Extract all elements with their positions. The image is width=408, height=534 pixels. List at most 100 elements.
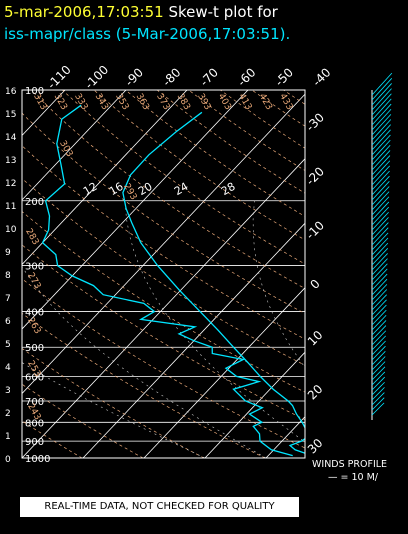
top-temp-label: -110 (45, 63, 74, 92)
chart-subtitle: iss-mapr/class (5-Mar-2006,17:03:51). (4, 25, 291, 43)
moist-adiabat (124, 200, 305, 443)
right-temp-label: 0 (308, 277, 323, 292)
wind-barb (371, 165, 390, 186)
wind-barb (371, 340, 386, 356)
wind-barb (371, 93, 392, 116)
pressure-tick-label: 900 (25, 437, 44, 448)
wind-barb (371, 242, 389, 261)
winds-profile-label: WINDS PROFILE (312, 459, 388, 470)
wind-barb (371, 114, 392, 136)
height-tick-label: 7 (5, 294, 11, 304)
wind-barb (371, 392, 385, 406)
adiabat-label: 263 (25, 316, 42, 336)
adiabat-label: 273 (25, 271, 42, 291)
right-temp-label: 20 (305, 382, 326, 403)
wind-barb (371, 381, 385, 396)
height-tick-label: 15 (5, 110, 16, 120)
pressure-tick-label: 300 (25, 262, 44, 273)
wind-barb (371, 237, 389, 256)
isotherm-line (22, 90, 188, 266)
isotherm-line (388, 90, 408, 458)
wind-barb (371, 299, 387, 316)
isotherm-line (22, 90, 249, 330)
wind-barb (371, 150, 391, 171)
isotherm-line (0, 90, 4, 458)
wind-barb (371, 232, 389, 251)
wind-barb (371, 175, 390, 196)
height-tick-label: 10 (5, 225, 17, 235)
wind-barb (371, 309, 387, 326)
wind-barb (371, 155, 391, 176)
temperature-line (122, 111, 305, 454)
winds-profile (371, 72, 393, 420)
wind-barb (371, 119, 392, 141)
dewpoint-line (41, 104, 293, 457)
dry-adiabat (22, 177, 305, 366)
wind-barb (371, 227, 389, 246)
wind-barb (371, 196, 390, 216)
dry-adiabat (251, 90, 305, 127)
wind-barb (371, 268, 388, 286)
right-temp-label: -30 (303, 110, 327, 134)
wind-barb (371, 170, 390, 191)
dry-adiabat (22, 278, 305, 449)
adiabat-label: 413 (236, 92, 253, 112)
pressure-tick-label: 1000 (25, 454, 50, 465)
pressure-tick-label: 800 (25, 418, 44, 429)
wind-barb (371, 345, 386, 361)
wind-barb (371, 351, 386, 366)
dry-adiabat (22, 420, 83, 458)
wind-barb (371, 330, 387, 346)
wind-barb (371, 72, 393, 96)
pressure-tick-label: 500 (25, 343, 44, 354)
dry-adiabat (125, 90, 305, 217)
grid-lines (0, 90, 408, 458)
wind-barb (371, 78, 393, 101)
adiabat-label: 313 (31, 92, 48, 112)
height-tick-label: 9 (5, 248, 11, 258)
pressure-tick-label: 200 (25, 197, 44, 208)
wind-barb (371, 289, 388, 306)
moist-adiabat (22, 266, 267, 458)
dry-adiabat (62, 90, 305, 265)
isotherm-line (327, 90, 408, 458)
wind-barb (371, 160, 391, 181)
wind-barb (371, 325, 387, 341)
wind-barb (371, 402, 385, 416)
moist-adiabat (375, 201, 408, 458)
top-temp-label: -90 (122, 65, 146, 89)
height-tick-label: 12 (5, 179, 16, 189)
dry-adiabat (22, 347, 205, 458)
right-temp-label: 30 (305, 436, 326, 457)
dry-adiabat (315, 90, 408, 458)
pressure-tick-label: 600 (25, 372, 44, 383)
wind-barb (371, 211, 389, 231)
isotherm-line (143, 287, 305, 458)
wind-barb (371, 258, 388, 276)
wind-barb (371, 284, 388, 301)
wind-barb (371, 103, 392, 126)
adiabat-label: 393 (195, 92, 212, 112)
wind-barb (371, 356, 386, 371)
wind-barb (371, 253, 388, 271)
height-tick-label: 11 (5, 202, 16, 212)
wind-barb (371, 108, 392, 131)
wind-barb (371, 191, 390, 211)
dry-adiabat (30, 90, 305, 289)
right-temp-label: 10 (305, 328, 326, 349)
wind-barb (371, 335, 386, 351)
wind-barb (371, 304, 387, 321)
wind-barb (371, 397, 385, 411)
wind-barb (371, 248, 389, 266)
wind-barb (371, 273, 388, 291)
top-temp-label: -80 (160, 65, 184, 89)
mixing-ratio-label: 12 (81, 180, 100, 198)
chart-title: 5-mar-2006,17:03:51 Skew-t plot for (4, 3, 278, 21)
top-temp-label: -40 (310, 65, 334, 89)
adiabat-label: 333 (72, 92, 89, 112)
wind-barb (371, 361, 386, 376)
wind-barb (371, 387, 385, 401)
wind-barb (371, 376, 386, 391)
